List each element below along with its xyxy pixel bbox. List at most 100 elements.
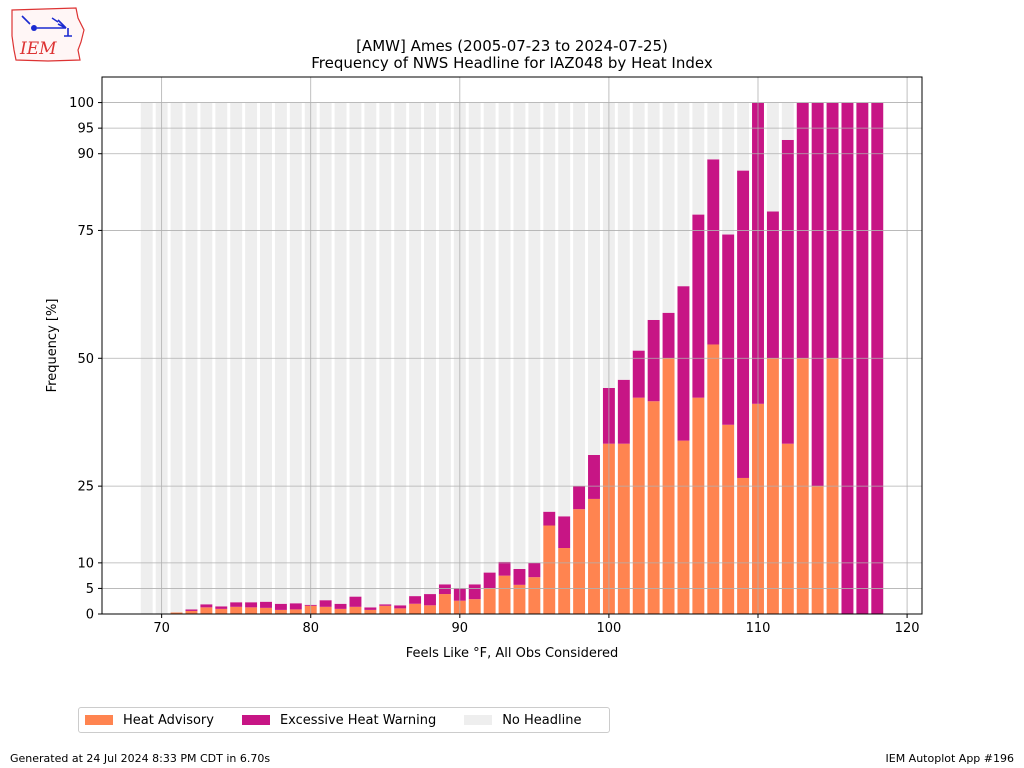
bar [588,102,600,455]
bar [185,609,198,611]
bar [781,443,794,614]
bar [334,608,347,614]
legend-label: Heat Advisory [123,712,214,728]
bar [215,102,228,607]
bar [737,102,750,171]
bar [647,102,660,320]
bar [260,607,272,614]
bar [260,601,272,608]
bar [737,170,750,478]
bar [230,102,243,603]
bar [528,102,541,563]
bar [215,608,228,614]
bar [498,575,511,614]
bar [528,562,541,578]
bar [424,594,436,606]
bar [379,102,392,605]
bar [334,102,347,604]
legend: Heat Advisory Excessive Heat Warning No … [78,707,610,733]
bar [364,609,377,614]
bar [647,319,660,402]
axes: 70 80 90 100 110 120 0 5 10 25 50 75 90 95 100 Feels Li… [45,76,923,661]
bar [185,102,198,610]
svg-text:IEM: IEM [19,39,57,59]
bar [289,603,302,610]
bar [722,102,735,235]
bar [230,602,243,607]
bar [409,102,422,597]
bar [379,605,392,614]
bar [677,286,690,441]
bar [245,102,258,603]
bar [513,584,526,614]
bar [438,594,451,614]
x-axis-label: Feels Like °F, All Obs Considered [406,646,618,661]
x-tick-label: 100 [596,621,621,636]
bar [274,102,287,604]
y-tick-label: 0 [86,608,94,623]
legend-item-no-headline: No Headline [464,713,581,728]
bar [483,588,496,614]
bar [662,312,675,359]
bar [289,102,302,604]
bar [245,607,258,614]
bar [707,102,720,160]
bar [692,397,705,614]
legend-item-excessive-heat-warning: Excessive Heat Warning [241,712,437,728]
bar [543,102,556,512]
bar [468,599,481,614]
bar [274,609,287,614]
bar [319,606,332,614]
bar [707,344,720,614]
bar [483,102,496,573]
legend-label: Excessive Heat Warning [279,712,437,728]
bar [513,568,526,585]
bar [289,609,302,614]
bar [364,102,377,608]
bar [394,102,407,606]
chart-subtitle: Frequency of NWS Headline for IAZ048 by … [311,54,713,72]
bar [662,102,675,313]
bar [632,350,645,398]
bar [588,498,600,614]
legend-swatch [85,715,113,725]
legend-label: No Headline [502,712,582,728]
bar [543,511,556,526]
y-tick-label: 95 [77,122,94,137]
bar [617,102,630,380]
footer-app-text: IEM Autoplot App #196 [885,752,1015,765]
bar [483,572,496,589]
bar [200,102,213,605]
x-tick-label: 110 [746,621,771,636]
bar [349,102,362,597]
bar [617,379,630,444]
x-tick-label: 70 [153,621,170,636]
bar [215,606,228,609]
bar [677,440,690,614]
chart-title: [AMW] Ames (2005-07-23 to 2024-07-25) [356,37,668,55]
y-tick-label: 25 [77,480,94,495]
bar [349,606,362,614]
bar [573,486,586,510]
bar [319,600,332,607]
x-tick-label: 90 [452,621,469,636]
legend-swatch [464,715,493,725]
bar [409,596,422,604]
bar [677,102,690,287]
bar [573,509,586,614]
bar [424,102,436,595]
bar [349,596,362,607]
bar [558,102,571,517]
bar [170,102,183,613]
bar [274,603,287,610]
x-tick-label: 120 [895,621,920,636]
y-tick-label: 100 [69,96,94,111]
bar [722,234,735,425]
iem-logo: IEM [8,6,86,64]
bar [230,606,243,614]
bar [573,102,586,487]
bar [766,211,779,359]
bar [498,102,511,562]
bar [811,486,824,614]
bar [588,454,600,499]
